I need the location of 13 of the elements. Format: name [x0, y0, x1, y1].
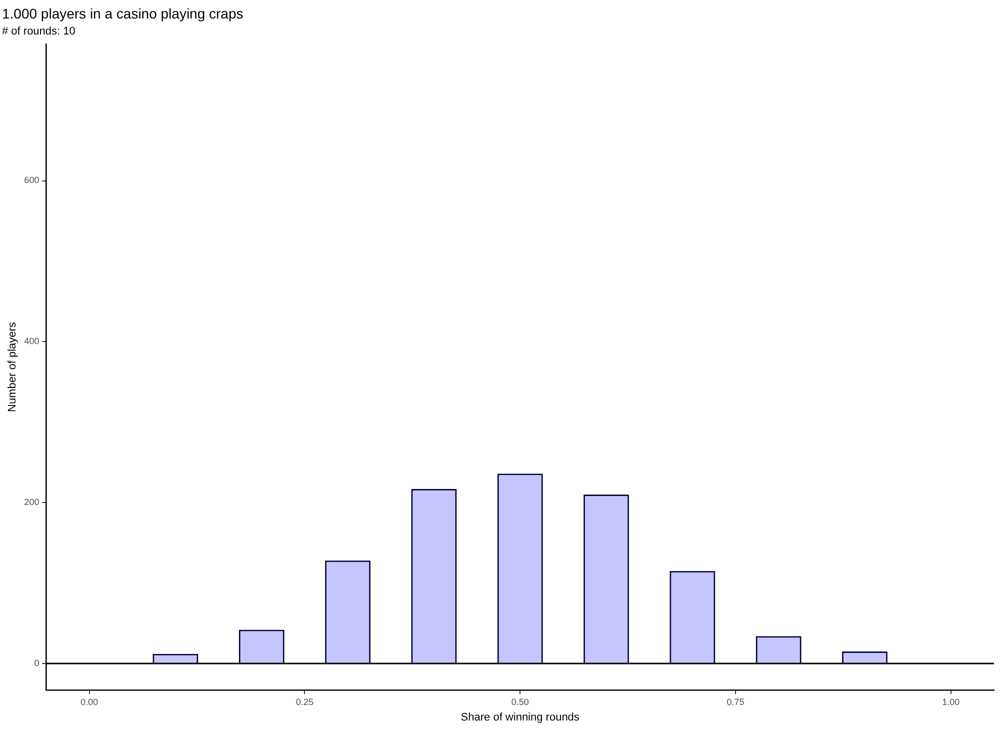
- x-tick-label: 0.75: [726, 696, 744, 707]
- y-tick-label: 600: [24, 175, 40, 186]
- y-tick-label: 0: [34, 658, 40, 668]
- x-tick-label: 0.00: [80, 696, 98, 707]
- x-tick-label: 0.50: [511, 696, 529, 707]
- x-tick-label: 0.25: [296, 696, 314, 707]
- y-tick-label: 200: [24, 497, 40, 508]
- x-tick-label: 1.00: [942, 696, 960, 707]
- chart-title: 1.000 players in a casino playing craps: [2, 5, 244, 22]
- chart-subtitle: # of rounds: 10: [2, 25, 76, 38]
- y-axis-title: Number of players: [6, 322, 19, 412]
- x-axis-title: Share of winning rounds: [460, 711, 580, 724]
- y-tick-label: 400: [24, 336, 40, 346]
